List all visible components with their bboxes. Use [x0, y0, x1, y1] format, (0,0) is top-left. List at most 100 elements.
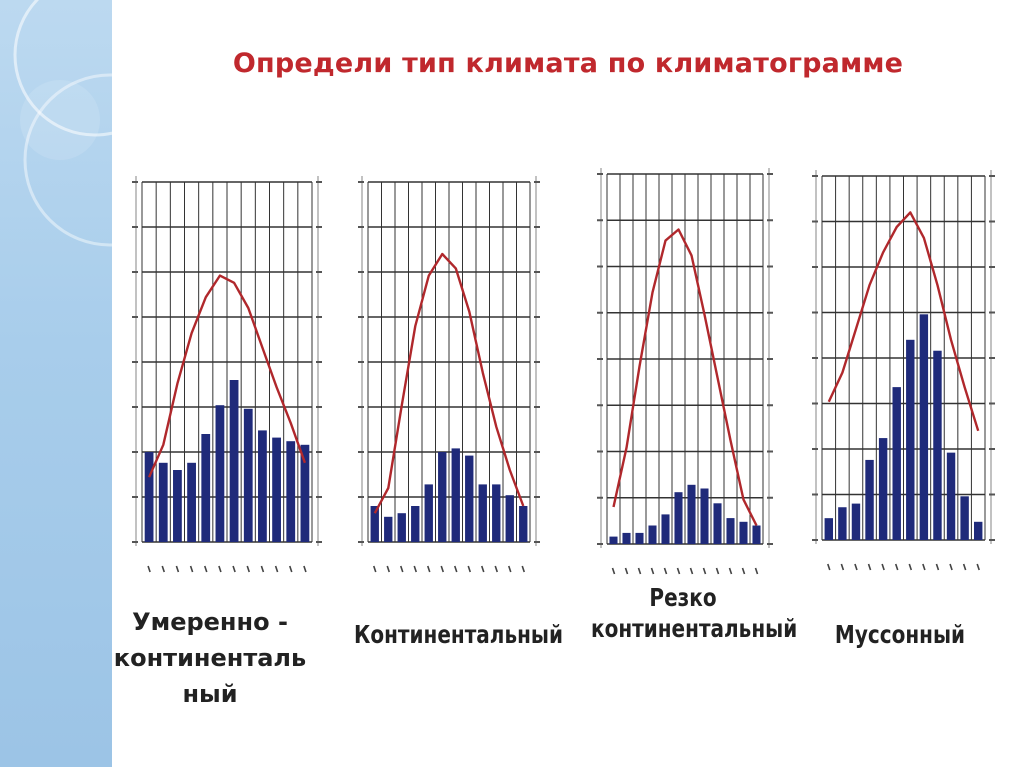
sidebar-rings-decoration	[13, 0, 112, 247]
chart-4-month-tick-10	[949, 563, 953, 571]
chart-2-month-tick-3	[399, 565, 404, 573]
chart-3-month-tick-8	[702, 567, 707, 575]
climate-label-3-line-2: континентальный	[591, 614, 798, 643]
chart-3-temperature-line	[612, 228, 758, 527]
chart-1-precip-bar-6	[215, 405, 225, 542]
chart-3-precip-bar-4	[648, 525, 657, 544]
chart-2-month-tick-10	[494, 565, 499, 573]
climate-label-3: Резко континентальный	[591, 568, 798, 644]
chart-1-month-tick-6	[218, 565, 222, 573]
chart-2-month-tick-12	[521, 565, 526, 573]
chart-1-precip-bar-4	[187, 462, 196, 542]
decorative-sidebar	[0, 0, 112, 767]
chart-1-precip-bar-7	[229, 380, 239, 542]
chart-4-month-tick-3	[854, 563, 858, 571]
climate-label-2: Континентальный	[354, 620, 563, 649]
chart-1-month-tick-4	[189, 565, 194, 573]
chart-1-month-tick-1	[147, 565, 151, 573]
chart-2-precip-bar-6	[438, 452, 447, 542]
chart-2-precip-bar-11	[505, 495, 514, 542]
chart-4-precip-bar-3	[851, 503, 861, 540]
climate-label-1-line-1: Умеренно -	[132, 608, 288, 636]
chart-1-month-tick-5	[203, 565, 208, 573]
chart-3-month-tick-6	[676, 567, 681, 575]
chart-1-precip-bar-12	[300, 444, 310, 542]
chart-1-month-tick-10	[274, 565, 279, 573]
chart-3-month-tick-3	[637, 567, 642, 575]
chart-3-month-tick-1	[611, 567, 616, 575]
chart-2-month-tick-1	[372, 565, 377, 573]
chart-4-temperature-line	[827, 211, 980, 432]
chart-2-precip-bar-5	[424, 484, 433, 542]
chart-2-precip-bar-4	[411, 506, 420, 542]
chart-3-precip-bar-3	[635, 532, 644, 544]
chart-1-precip-bar-9	[258, 430, 267, 542]
chart-3-precip-bar-12	[752, 525, 761, 544]
chart-2-month-tick-7	[453, 565, 458, 573]
chart-1-month-tick-8	[246, 565, 251, 573]
chart-4-month-tick-9	[935, 563, 940, 571]
chart-3-precip-bar-8	[700, 488, 709, 544]
climate-label-1: Умеренно - континенталь ный	[100, 604, 320, 712]
chart-4-month-tick-11	[962, 563, 967, 571]
chart-4-precip-bar-8	[919, 314, 929, 540]
chart-1-month-tick-2	[161, 565, 166, 573]
chart-3-precip-bar-5	[661, 514, 670, 544]
chart-4-precip-bar-7	[906, 339, 915, 540]
chart-1-month-tick-7	[232, 565, 236, 573]
chart-4-month-tick-1	[827, 563, 831, 571]
chart-1-precip-bar-8	[243, 408, 253, 542]
chart-3-month-tick-11	[741, 567, 746, 575]
chart-3-month-tick-9	[715, 567, 720, 575]
chart-3-month-tick-7	[689, 567, 694, 575]
chart-1-month-tick-9	[260, 565, 265, 573]
chart-2-precip-bar-3	[397, 513, 406, 542]
chart-4-month-tick-2	[840, 563, 845, 571]
climate-label-1-line-3: ный	[182, 680, 238, 708]
chart-3-precip-bar-2	[622, 532, 631, 544]
chart-4-precip-bar-4	[865, 459, 874, 540]
chart-2-precip-bar-9	[478, 484, 487, 542]
chart-3-precip-bar-7	[687, 484, 696, 544]
chart-3-month-tick-2	[624, 567, 629, 575]
chart-1-precip-bar-2	[158, 462, 168, 542]
chart-4-month-tick-8	[922, 563, 926, 571]
chart-2-month-tick-6	[440, 565, 445, 573]
chart-3-precip-bar-9	[713, 503, 722, 544]
chart-3-month-tick-5	[663, 567, 668, 575]
chart-2-precip-bar-10	[492, 484, 501, 542]
chart-4-precip-bar-2	[838, 507, 847, 540]
chart-3-precip-bar-1	[609, 536, 618, 544]
climate-label-1-line-2: континенталь	[113, 644, 307, 672]
chart-1-precip-bar-11	[286, 441, 296, 542]
chart-4-month-tick-12	[976, 563, 980, 571]
chart-4-precip-bar-5	[878, 438, 888, 540]
chart-2-precip-bar-7	[451, 448, 460, 542]
chart-2-precip-bar-12	[519, 506, 528, 542]
chart-2-month-tick-2	[386, 565, 391, 573]
chart-2-precip-bar-1	[370, 506, 379, 542]
chart-1-month-tick-11	[288, 565, 293, 573]
chart-1-month-tick-12	[303, 565, 307, 573]
chart-4-month-tick-4	[867, 563, 872, 571]
chart-3-precip-bar-6	[674, 492, 683, 544]
climate-label-3-line-1: Резко	[649, 583, 717, 612]
climate-label-4-line-1: Муссонный	[834, 620, 966, 649]
chart-4-precip-bar-12	[973, 521, 983, 540]
chart-4-month-tick-7	[908, 563, 913, 571]
chart-1-month-tick-3	[175, 565, 180, 573]
chart-1-temperature-line	[148, 274, 307, 478]
chart-1-precip-bar-3	[173, 470, 182, 542]
chart-2-precip-bar-2	[384, 516, 393, 542]
chart-3-month-tick-10	[728, 567, 733, 575]
chart-4-precip-bar-1	[824, 518, 834, 540]
chart-3-precip-bar-10	[726, 518, 735, 544]
chart-3-month-tick-12	[754, 567, 759, 575]
chart-2-month-tick-8	[467, 565, 472, 573]
chart-4-precip-bar-9	[933, 350, 942, 540]
chart-1-precip-bar-10	[272, 437, 281, 542]
chart-3-precip-bar-11	[739, 521, 748, 544]
chart-2-temperature-line	[373, 252, 525, 514]
chart-2-month-tick-5	[426, 565, 431, 573]
